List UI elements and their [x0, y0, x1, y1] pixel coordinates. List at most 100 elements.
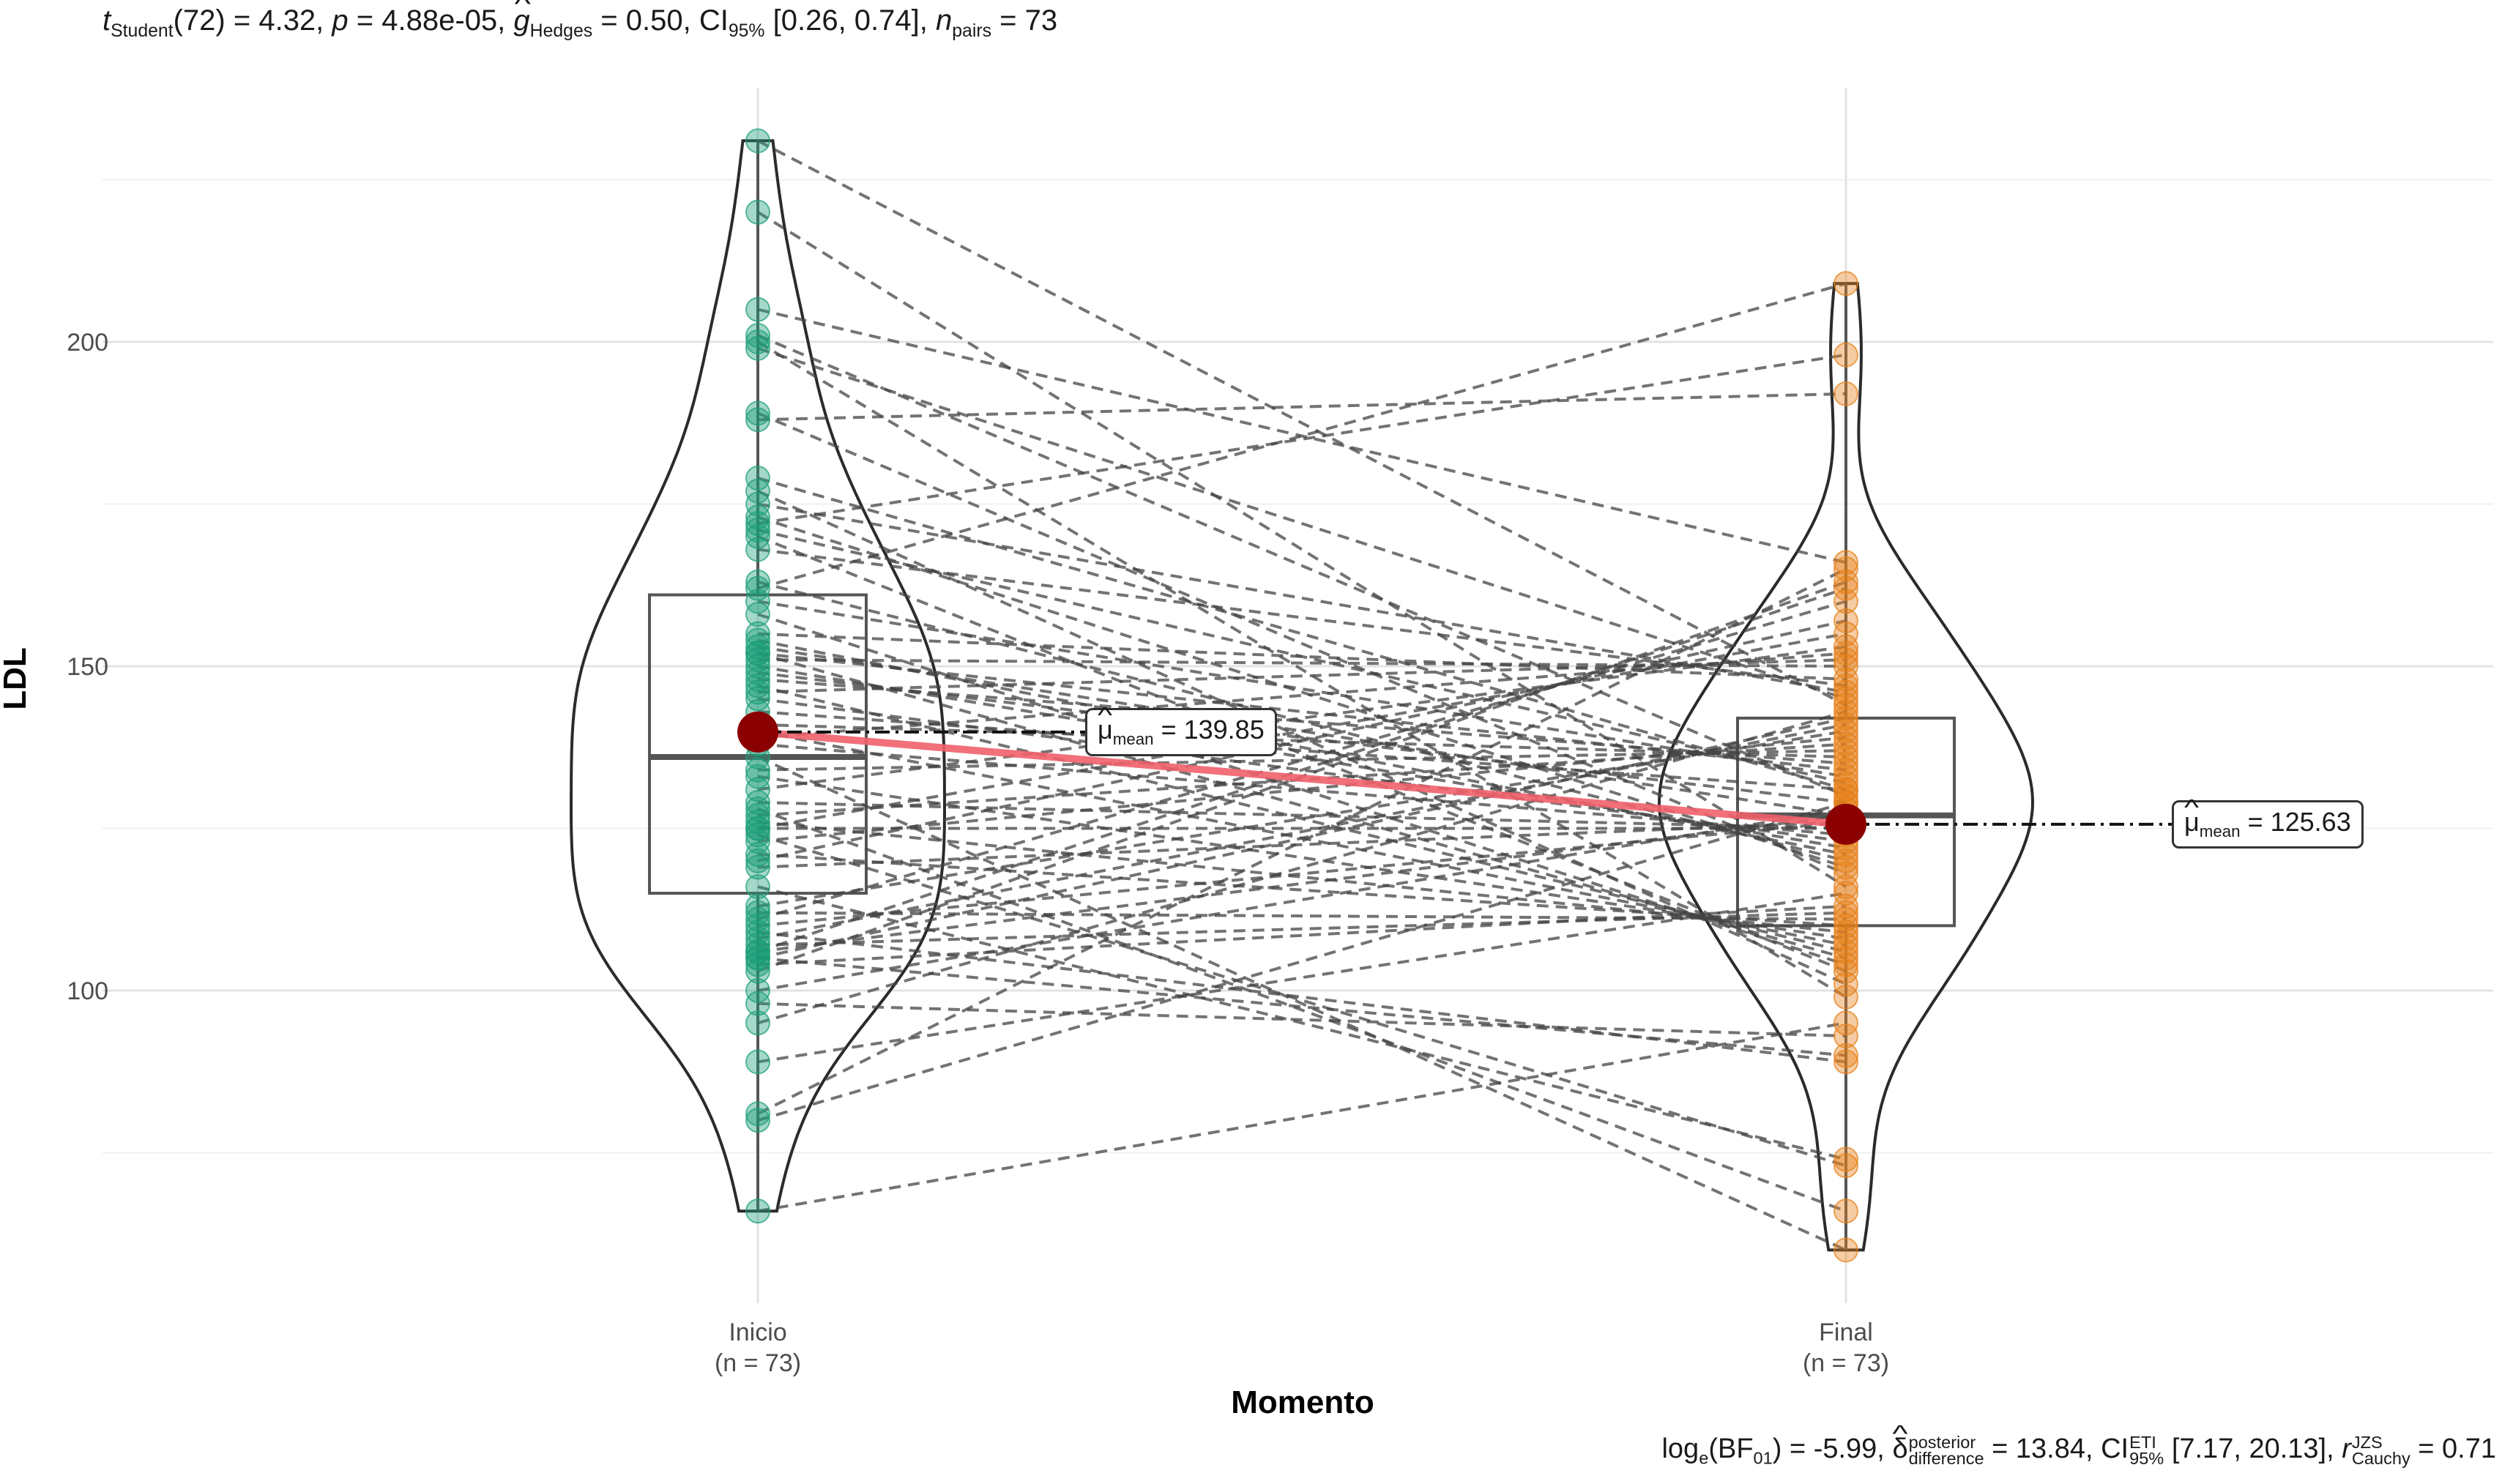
point-final [1833, 764, 1858, 789]
mean-point-final [1825, 803, 1866, 845]
pair-line [757, 801, 1847, 1122]
pair-line [756, 340, 1847, 999]
point-final [1833, 926, 1858, 952]
pair-line [757, 346, 1847, 701]
point-inicio [745, 602, 770, 627]
pair-line [757, 489, 1847, 985]
point-inicio [745, 329, 770, 354]
pair-line [757, 502, 1847, 694]
point-inicio [745, 764, 770, 789]
pair-line [756, 211, 1847, 888]
point-inicio [745, 511, 770, 537]
point-final [1833, 666, 1858, 692]
point-inicio [745, 504, 770, 530]
pair-line [757, 671, 1847, 805]
pair-line [757, 658, 1847, 668]
point-inicio [745, 926, 770, 952]
mean-label-inicio: μmean = 139.85 [1085, 708, 1277, 756]
point-final [1833, 1010, 1858, 1036]
point-inicio [745, 952, 770, 977]
point-inicio [745, 945, 770, 971]
point-final [1833, 342, 1858, 368]
point-final [1833, 550, 1858, 575]
point-final [1833, 932, 1858, 958]
pair-line [757, 632, 1847, 830]
point-inicio [745, 809, 770, 835]
point-inicio [745, 991, 770, 1016]
point-final [1833, 725, 1858, 750]
pair-line [757, 1021, 1847, 1213]
point-final [1833, 634, 1858, 660]
pair-line [757, 613, 1847, 966]
pair-line [757, 775, 1847, 941]
bayesian-caption: loge(BF01) = -5.99, δposteriordifference… [1661, 1433, 2496, 1469]
point-inicio [745, 822, 770, 848]
point-inicio [745, 1049, 770, 1075]
x-tick-label: Final [1819, 1319, 1873, 1346]
pair-line [757, 885, 1847, 1161]
pair-line [757, 710, 1847, 1025]
point-final [1833, 271, 1858, 297]
point-final [1833, 958, 1858, 984]
pair-line [757, 742, 1847, 817]
point-final [1833, 1049, 1858, 1075]
point-inicio [745, 913, 770, 939]
point-inicio [745, 627, 770, 653]
point-inicio [745, 686, 770, 712]
point-inicio [745, 537, 770, 562]
point-final [1833, 699, 1858, 725]
point-inicio [745, 466, 770, 491]
point-final [1833, 972, 1858, 997]
point-inicio [745, 802, 770, 828]
point-final [1833, 750, 1858, 776]
violin-inicio [570, 139, 946, 1213]
point-inicio [745, 673, 770, 698]
point-final [1833, 913, 1858, 939]
pair-line [757, 411, 1847, 876]
violins [570, 139, 2035, 1252]
point-final [1833, 381, 1858, 406]
point-final [1833, 705, 1858, 731]
point-final [1833, 900, 1858, 925]
pair-line [757, 911, 1847, 921]
point-final [1833, 647, 1858, 673]
point-inicio [745, 407, 770, 433]
point-inicio [745, 893, 770, 919]
point-inicio [745, 589, 770, 614]
point-inicio [745, 932, 770, 958]
pair-line [757, 658, 1847, 694]
point-inicio [745, 841, 770, 867]
point-final [1833, 731, 1858, 757]
point-inicio [745, 400, 770, 426]
point-inicio [745, 199, 770, 225]
x-tick-label: Inicio [729, 1319, 786, 1346]
point-inicio [745, 900, 770, 925]
point-inicio [745, 491, 770, 517]
point-final [1833, 575, 1858, 601]
point-final [1833, 673, 1858, 698]
pair-line [757, 931, 1847, 1064]
pair-line [757, 729, 1847, 947]
point-inicio [745, 523, 770, 549]
point-inicio [745, 978, 770, 1003]
pair-line [757, 723, 1847, 759]
pair-line [757, 638, 1847, 856]
point-final [1833, 589, 1858, 614]
point-inicio [745, 666, 770, 692]
pair-line [757, 392, 1847, 422]
point-final [1833, 952, 1858, 977]
point-final [1833, 984, 1858, 1010]
point-final [1833, 893, 1858, 919]
point-final [1833, 686, 1858, 712]
x-axis-title: Momento [1231, 1384, 1374, 1420]
point-inicio [745, 621, 770, 646]
y-tick-label: 100 [67, 977, 108, 1005]
point-final [1833, 854, 1858, 880]
point-inicio [745, 1108, 770, 1133]
point-inicio [745, 854, 770, 880]
paired-lines [756, 139, 1847, 1252]
point-inicio [745, 958, 770, 984]
point-final [1833, 556, 1858, 582]
point-final [1833, 738, 1858, 764]
point-inicio [745, 654, 770, 679]
